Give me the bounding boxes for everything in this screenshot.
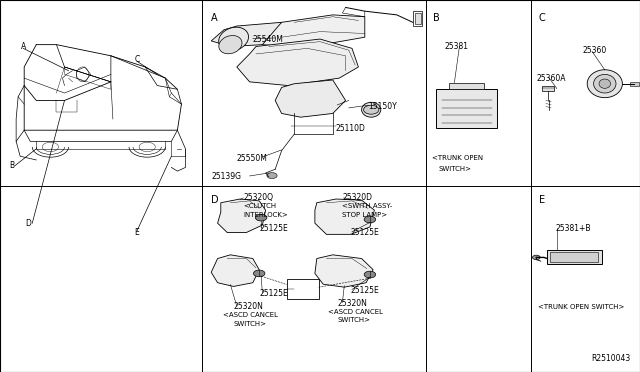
Text: D: D (26, 219, 31, 228)
Text: 25125E: 25125E (351, 286, 380, 295)
Polygon shape (315, 255, 373, 287)
Polygon shape (436, 89, 497, 128)
Text: 25139G: 25139G (211, 172, 241, 181)
Text: 25360: 25360 (582, 46, 607, 55)
Circle shape (255, 214, 267, 221)
Text: 25550M: 25550M (237, 154, 268, 163)
Text: 25320D: 25320D (342, 193, 372, 202)
Text: 25381+B: 25381+B (556, 224, 591, 233)
Polygon shape (547, 250, 602, 264)
Circle shape (253, 270, 265, 277)
Circle shape (532, 255, 540, 260)
Ellipse shape (593, 74, 616, 93)
Text: B: B (433, 13, 440, 23)
Text: D: D (211, 195, 219, 205)
Polygon shape (415, 13, 421, 24)
Polygon shape (449, 83, 484, 89)
Text: 25320N: 25320N (338, 299, 368, 308)
Text: 25381: 25381 (445, 42, 468, 51)
Text: 25110D: 25110D (336, 124, 366, 133)
Text: 25360A: 25360A (536, 74, 566, 83)
Text: SWITCH>: SWITCH> (338, 317, 371, 323)
Text: B: B (10, 161, 15, 170)
Polygon shape (315, 199, 374, 234)
Text: 25125E: 25125E (259, 289, 288, 298)
Text: A: A (211, 13, 218, 23)
Text: INTERLOCK>: INTERLOCK> (243, 212, 288, 218)
Polygon shape (211, 255, 259, 286)
Text: <TRUNK OPEN: <TRUNK OPEN (432, 155, 483, 161)
Text: STOP LAMP>: STOP LAMP> (342, 212, 388, 218)
Ellipse shape (599, 79, 611, 88)
Text: 25320N: 25320N (234, 302, 264, 311)
Polygon shape (630, 82, 639, 86)
Text: <CLUTCH: <CLUTCH (243, 203, 276, 209)
Circle shape (364, 105, 379, 114)
Text: SWITCH>: SWITCH> (438, 166, 472, 172)
Text: <ASCD CANCEL: <ASCD CANCEL (328, 309, 383, 315)
Polygon shape (262, 15, 365, 46)
Ellipse shape (219, 35, 242, 54)
Polygon shape (218, 199, 266, 232)
Ellipse shape (362, 102, 381, 117)
Circle shape (267, 173, 277, 179)
Text: <SWITH ASSY-: <SWITH ASSY- (342, 203, 393, 209)
Circle shape (364, 271, 376, 278)
Text: <TRUNK OPEN SWITCH>: <TRUNK OPEN SWITCH> (538, 304, 624, 310)
Polygon shape (550, 252, 598, 262)
Text: 25540M: 25540M (253, 35, 284, 44)
Text: C: C (539, 13, 546, 23)
Text: 25125E: 25125E (259, 224, 288, 233)
Text: R2510043: R2510043 (591, 354, 630, 363)
Text: C: C (134, 55, 140, 64)
Text: <ASCD CANCEL: <ASCD CANCEL (223, 312, 278, 318)
Polygon shape (237, 39, 358, 86)
Bar (287, 279, 319, 299)
Circle shape (364, 216, 376, 223)
Ellipse shape (588, 70, 622, 97)
Text: 25320Q: 25320Q (243, 193, 273, 202)
Polygon shape (211, 22, 282, 46)
Text: E: E (539, 195, 545, 205)
Text: E: E (134, 228, 140, 237)
Text: 15150Y: 15150Y (368, 102, 397, 110)
Text: 25125E: 25125E (351, 228, 380, 237)
Text: A: A (20, 42, 26, 51)
Polygon shape (275, 80, 346, 117)
Text: SWITCH>: SWITCH> (234, 321, 267, 327)
Ellipse shape (219, 27, 248, 51)
Polygon shape (542, 86, 554, 91)
